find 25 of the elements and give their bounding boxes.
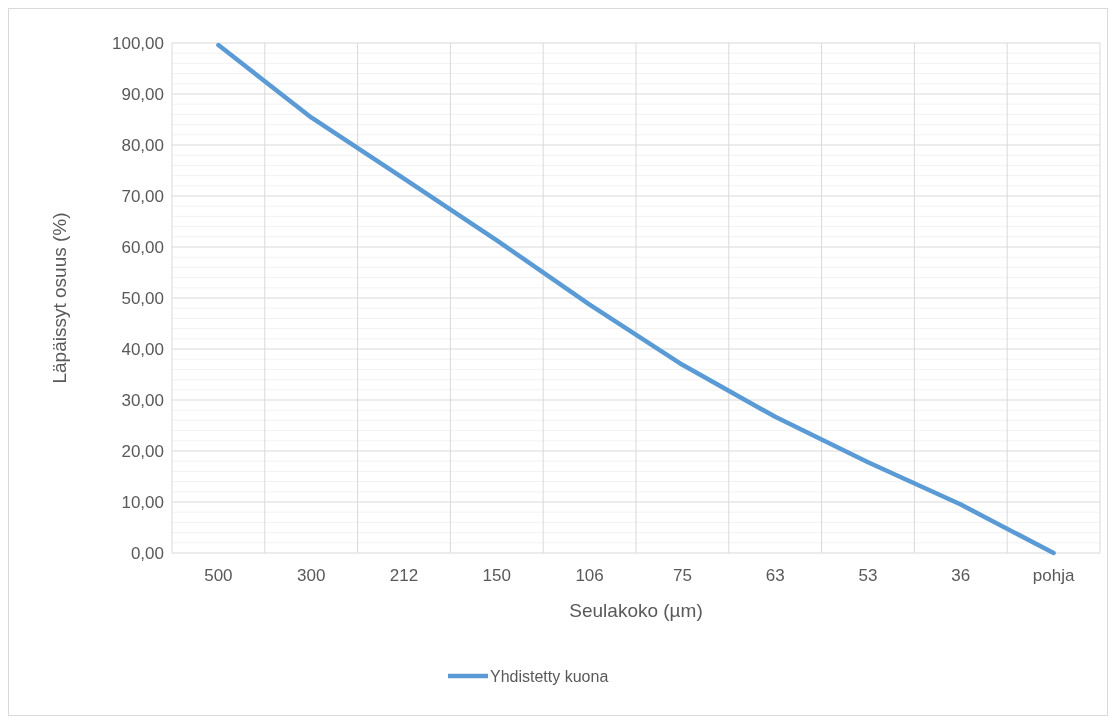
- x-tick-label: 53: [858, 566, 878, 585]
- y-tick-label: 10,00: [121, 492, 164, 512]
- x-tick-label: 63: [765, 566, 785, 585]
- y-tick-label: 20,00: [121, 441, 164, 461]
- y-tick-label: 40,00: [121, 339, 164, 359]
- y-tick-label: 90,00: [121, 84, 164, 104]
- y-tick-label: 80,00: [121, 135, 164, 155]
- x-tick-label: 300: [297, 566, 326, 585]
- y-tick-label: 0,00: [130, 543, 164, 563]
- y-tick-label: 70,00: [121, 186, 164, 206]
- line-series: [216, 42, 1056, 556]
- x-tick-label: 106: [575, 566, 604, 585]
- x-tick-label: 212: [389, 566, 419, 585]
- y-tick-label: 60,00: [121, 237, 164, 257]
- x-tick-label: 150: [482, 566, 511, 585]
- x-tick-label: 75: [672, 566, 692, 585]
- x-tick-label: pohja: [1032, 566, 1075, 585]
- y-tick-label: 50,00: [121, 288, 164, 308]
- y-tick-label: 100,00: [112, 33, 164, 53]
- x-tick-label: 36: [951, 566, 971, 585]
- x-tick-label: 500: [204, 566, 233, 585]
- legend-label: Yhdistetty kuona: [490, 667, 609, 685]
- y-axis-title: Läpäissyt osuus (%): [49, 212, 70, 384]
- x-axis-title: Seulakoko (µm): [569, 600, 703, 621]
- y-tick-label: 30,00: [121, 390, 164, 410]
